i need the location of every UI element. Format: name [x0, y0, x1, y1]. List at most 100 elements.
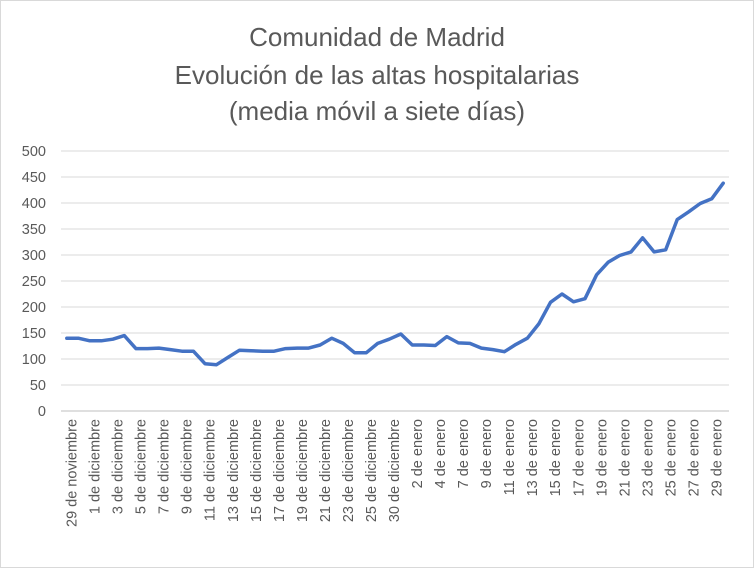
data-point	[584, 297, 587, 300]
y-tick-label: 400	[22, 196, 46, 212]
data-point	[422, 343, 425, 346]
x-tick-label: 11 de enero	[502, 419, 518, 495]
data-point	[630, 250, 633, 253]
x-tick-label: 5 de diciembre	[134, 419, 150, 514]
data-point	[399, 333, 402, 336]
y-tick-label: 250	[22, 274, 46, 290]
y-tick-label: 300	[22, 248, 46, 264]
data-point	[296, 347, 299, 350]
data-point	[227, 356, 230, 359]
data-point	[514, 343, 517, 346]
x-tick-label: 7 de diciembre	[157, 419, 173, 514]
data-point	[699, 202, 702, 205]
y-tick-label: 450	[22, 170, 46, 186]
data-point	[146, 347, 149, 350]
data-point	[77, 337, 80, 340]
data-point	[572, 300, 575, 303]
data-point	[722, 182, 725, 185]
x-tick-label: 23 de enero	[640, 419, 656, 496]
x-tick-label: 13 de diciembre	[226, 419, 242, 522]
data-point	[664, 248, 667, 251]
data-point	[111, 338, 114, 341]
data-point	[537, 322, 540, 325]
data-point	[411, 343, 414, 346]
series-line	[65, 181, 725, 367]
data-point	[319, 343, 322, 346]
data-point	[238, 349, 241, 352]
chart-title-line-1: Comunidad de Madrid	[249, 22, 505, 52]
x-tick-label: 9 de enero	[479, 419, 495, 488]
y-tick-label: 200	[22, 300, 46, 316]
x-tick-label: 25 de diciembre	[364, 419, 380, 522]
x-tick-label: 21 de enero	[617, 419, 633, 496]
x-tick-label: 17 de enero	[571, 419, 587, 496]
y-tick-label: 350	[22, 222, 46, 238]
x-tick-label: 30 de diciembre	[387, 419, 403, 522]
data-point	[676, 218, 679, 221]
x-tick-label: 3 de diciembre	[111, 419, 127, 514]
chart-title-line-2: Evolución de las altas hospitalarias	[174, 60, 580, 90]
data-point	[273, 350, 276, 353]
data-point	[250, 349, 253, 352]
data-point	[388, 338, 391, 341]
x-tick-label: 27 de enero	[686, 419, 702, 496]
data-point	[192, 350, 195, 353]
x-tick-label: 9 de diciembre	[180, 419, 196, 514]
data-point	[65, 337, 68, 340]
x-tick-label: 7 de enero	[456, 419, 472, 488]
data-point	[134, 347, 137, 350]
data-point	[353, 351, 356, 354]
data-point	[376, 342, 379, 345]
data-point	[526, 337, 529, 340]
data-point	[100, 339, 103, 342]
x-tick-label: 4 de enero	[433, 419, 449, 488]
data-point	[203, 362, 206, 365]
data-point	[641, 236, 644, 239]
data-point	[491, 348, 494, 351]
y-tick-label: 500	[22, 144, 46, 160]
x-tick-label: 15 de enero	[548, 419, 564, 496]
data-point	[88, 339, 91, 342]
x-tick-label: 15 de diciembre	[249, 419, 265, 522]
x-tick-label: 23 de diciembre	[341, 419, 357, 522]
data-point	[123, 334, 126, 337]
data-point	[618, 254, 621, 257]
x-tick-label: 19 de diciembre	[295, 419, 311, 522]
x-tick-label: 1 de diciembre	[88, 419, 104, 514]
data-point	[687, 210, 690, 213]
x-tick-label: 2 de enero	[410, 419, 426, 488]
data-point	[653, 250, 656, 253]
x-tick-label: 17 de diciembre	[272, 419, 288, 522]
data-point	[342, 342, 345, 345]
data-point	[457, 341, 460, 344]
data-point	[445, 335, 448, 338]
y-tick-label: 0	[38, 404, 46, 420]
y-tick-label: 150	[22, 326, 46, 342]
x-tick-label: 11 de diciembre	[203, 419, 219, 521]
chart-title-line-3: (media móvil a siete días)	[228, 96, 526, 126]
data-point	[549, 301, 552, 304]
x-tick-label: 13 de enero	[525, 419, 541, 496]
x-tick-label: 29 de noviembre	[65, 419, 81, 527]
data-point	[595, 273, 598, 276]
data-point	[284, 347, 287, 350]
data-point	[169, 348, 172, 351]
data-point	[330, 337, 333, 340]
data-point	[434, 344, 437, 347]
data-point	[480, 347, 483, 350]
data-point	[503, 350, 506, 353]
data-point	[468, 342, 471, 345]
x-tick-label: 25 de enero	[663, 419, 679, 496]
data-point	[710, 197, 713, 200]
data-point	[180, 350, 183, 353]
x-tick-label: 21 de diciembre	[318, 419, 334, 522]
y-tick-label: 100	[22, 352, 46, 368]
data-point	[215, 363, 218, 366]
x-tick-label: 19 de enero	[594, 419, 610, 496]
data-point	[157, 347, 160, 350]
data-point	[561, 293, 564, 296]
y-tick-label: 50	[30, 378, 46, 394]
data-point	[365, 351, 368, 354]
